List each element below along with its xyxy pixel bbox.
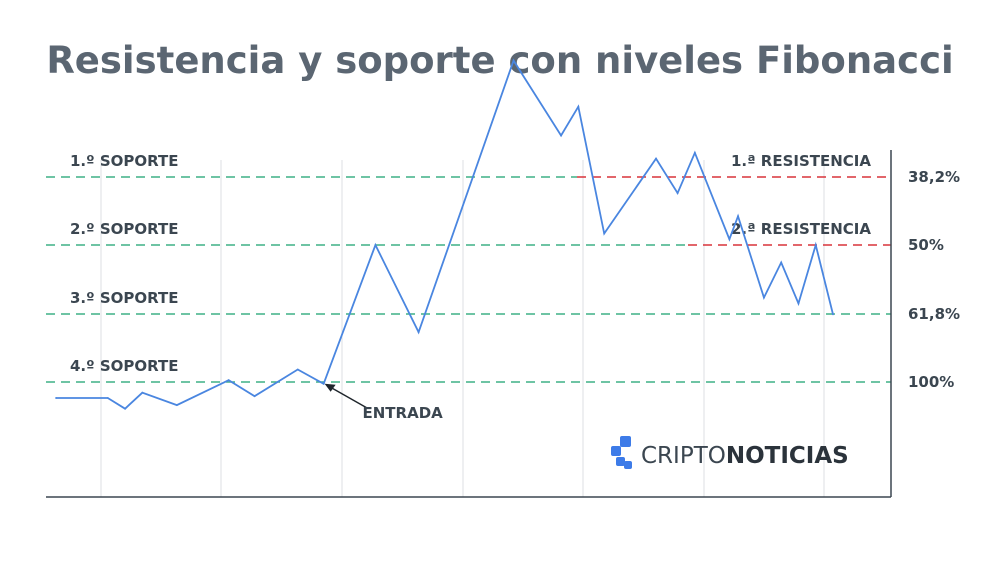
data-point (603, 232, 606, 235)
data-point (124, 407, 126, 410)
annotations: ENTRADA (324, 383, 444, 422)
data-point (417, 331, 420, 334)
data-point (728, 238, 731, 241)
chart-title: Resistencia y soporte con niveles Fibona… (46, 39, 953, 82)
data-point (577, 105, 580, 108)
data-point (55, 397, 57, 399)
annotation-arrow-head (324, 383, 336, 392)
brand-logo: CRIPTONOTICIAS (611, 436, 849, 469)
y-tick-label: 50% (908, 236, 944, 254)
support-label: 1.º SOPORTE (70, 152, 178, 170)
chart-axes (46, 150, 892, 498)
data-point (763, 296, 765, 299)
y-tick-label: 61,8% (908, 305, 960, 323)
resistance-label: 2.ª RESISTENCIA (731, 220, 871, 238)
data-point (512, 59, 515, 62)
data-point (780, 261, 783, 264)
data-point (296, 368, 299, 371)
annotation-arrow-line (329, 386, 367, 409)
data-point (832, 313, 834, 316)
support-label: 2.º SOPORTE (70, 220, 178, 238)
data-point (737, 215, 739, 218)
annotation-label: ENTRADA (363, 404, 444, 422)
data-point (106, 397, 109, 399)
data-point (814, 244, 817, 246)
y-tick-label: 38,2% (908, 168, 960, 186)
resistance-label: 1.ª RESISTENCIA (731, 152, 871, 170)
brand-text-cripto: CRIPTO (641, 443, 726, 469)
data-point (227, 379, 230, 382)
svg-text:CRIPTONOTICIAS: CRIPTONOTICIAS (641, 443, 849, 469)
data-point (797, 302, 800, 305)
data-point (175, 404, 178, 406)
brand-text-noticias: NOTICIAS (726, 443, 849, 469)
data-point (374, 244, 377, 246)
support-label: 3.º SOPORTE (70, 289, 178, 307)
y-tick-label: 100% (908, 373, 954, 391)
data-point (141, 391, 144, 394)
grid-lines (100, 160, 825, 497)
fibonacci-levels: 1.º SOPORTE 1.ª RESISTENCIA 38,2% 2.º SOPOR… (46, 152, 960, 391)
price-series (55, 58, 834, 410)
data-point (655, 157, 657, 160)
cubes-logo-icon (611, 436, 632, 469)
support-label: 4.º SOPORTE (70, 357, 178, 375)
data-point (676, 192, 679, 195)
data-point (322, 382, 325, 385)
data-point (693, 151, 696, 154)
data-point (560, 134, 562, 137)
data-point (253, 395, 256, 398)
